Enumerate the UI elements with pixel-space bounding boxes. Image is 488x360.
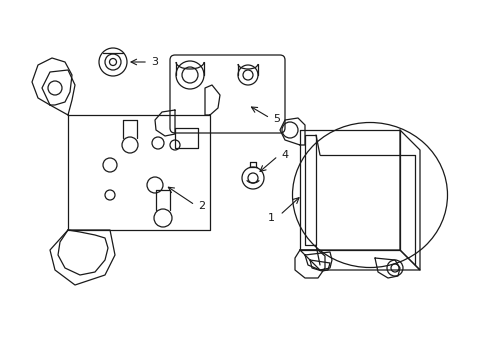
Text: 2: 2 bbox=[198, 201, 204, 211]
Text: 1: 1 bbox=[267, 213, 274, 223]
Text: 5: 5 bbox=[272, 114, 280, 124]
Text: 4: 4 bbox=[281, 150, 287, 160]
Text: 3: 3 bbox=[151, 57, 158, 67]
